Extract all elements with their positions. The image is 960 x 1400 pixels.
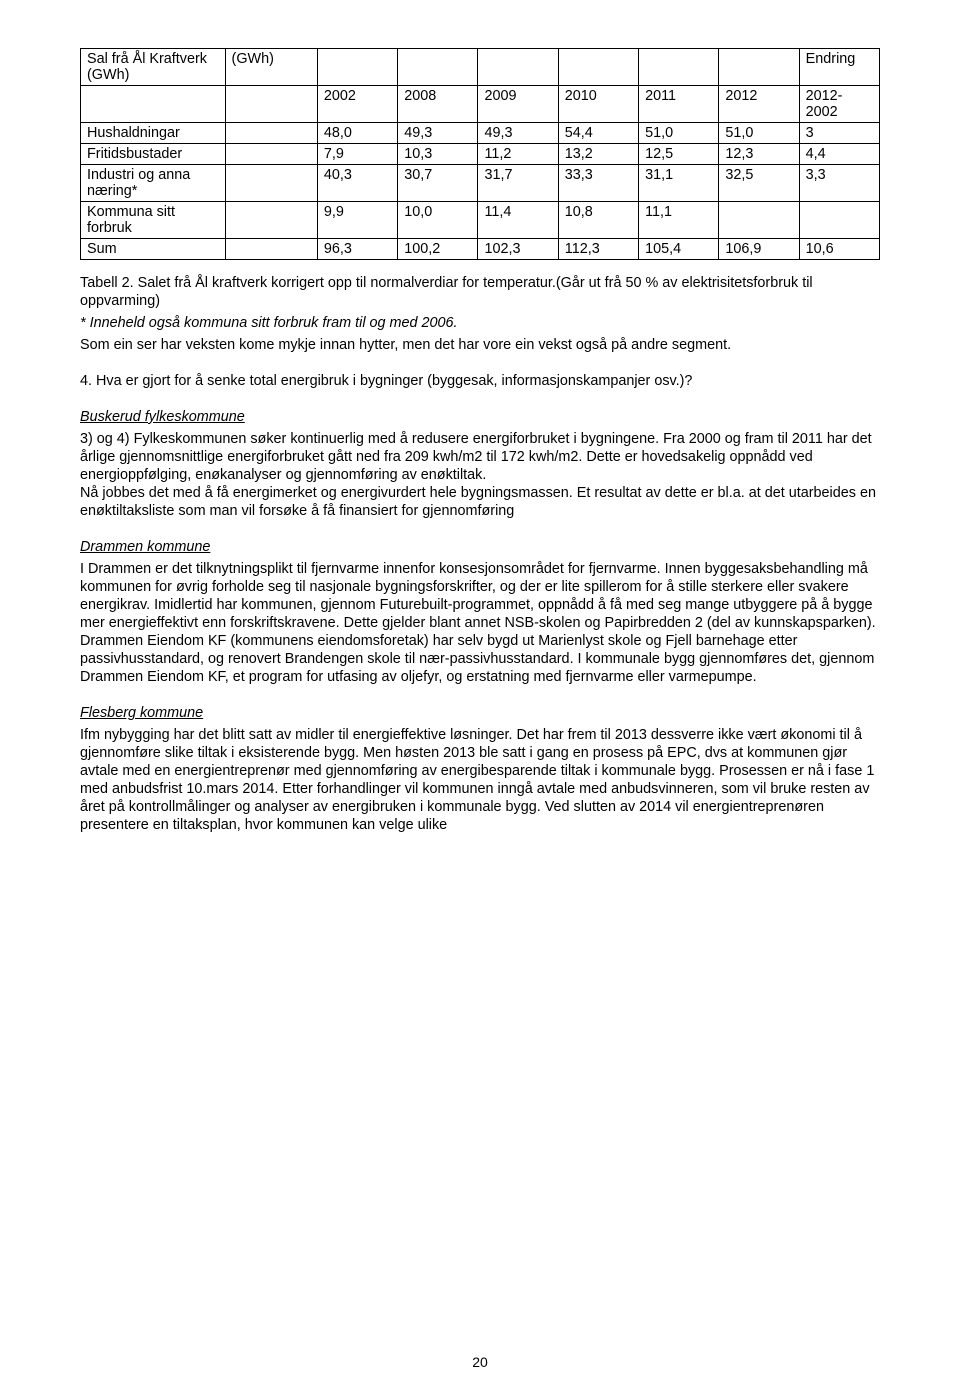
cell-label: Sum	[81, 239, 226, 260]
cell: 10,0	[398, 202, 478, 239]
question-num: 4.	[80, 373, 96, 389]
cell: 10,3	[398, 144, 478, 165]
cell	[317, 49, 397, 86]
cell	[225, 86, 317, 123]
cell	[225, 239, 317, 260]
cell: 105,4	[639, 239, 719, 260]
table-header-row: Sal frå Ål Kraftverk (GWh) (GWh) Endring	[81, 49, 880, 86]
cell: 2012-2002	[799, 86, 879, 123]
cell: 9,9	[317, 202, 397, 239]
question-body: Hva er gjort for å senke total energibru…	[96, 373, 692, 389]
table-row: Fritidsbustader 7,9 10,3 11,2 13,2 12,5 …	[81, 144, 880, 165]
cell	[225, 123, 317, 144]
cell-label: Sal frå Ål Kraftverk (GWh)	[81, 49, 226, 86]
cell: 54,4	[558, 123, 638, 144]
cell: 7,9	[317, 144, 397, 165]
cell: 112,3	[558, 239, 638, 260]
cell: 2008	[398, 86, 478, 123]
cell	[225, 202, 317, 239]
cell: 12,3	[719, 144, 799, 165]
cell-label: Hushaldningar	[81, 123, 226, 144]
page-number: 20	[0, 1354, 960, 1370]
cell: 11,4	[478, 202, 558, 239]
question-4: 4. Hva er gjort for å senke total energi…	[102, 372, 880, 390]
section-body-buskerud: 3) og 4) Fylkeskommunen søker kontinuerl…	[80, 430, 880, 520]
cell: 96,3	[317, 239, 397, 260]
cell: 100,2	[398, 239, 478, 260]
buskerud-text: 3) og 4) Fylkeskommunen søker kontinuerl…	[80, 431, 876, 519]
cell: 31,7	[478, 165, 558, 202]
question-4-text: 4. Hva er gjort for å senke total energi…	[102, 372, 880, 390]
cell: 10,6	[799, 239, 879, 260]
table-row: Sum 96,3 100,2 102,3 112,3 105,4 106,9 1…	[81, 239, 880, 260]
section-heading-drammen: Drammen kommune	[80, 538, 880, 556]
cell	[398, 49, 478, 86]
cell	[225, 165, 317, 202]
cell	[719, 202, 799, 239]
energy-table: Sal frå Ål Kraftverk (GWh) (GWh) Endring…	[80, 48, 880, 260]
table-year-row: 2002 2008 2009 2010 2011 2012 2012-2002	[81, 86, 880, 123]
document-page: Sal frå Ål Kraftverk (GWh) (GWh) Endring…	[0, 0, 960, 1400]
table-caption-extra: Som ein ser har veksten kome mykje innan…	[80, 336, 880, 354]
cell	[558, 49, 638, 86]
cell	[719, 49, 799, 86]
cell	[478, 49, 558, 86]
cell: 33,3	[558, 165, 638, 202]
cell: 2009	[478, 86, 558, 123]
cell: 11,1	[639, 202, 719, 239]
table-row: Hushaldningar 48,0 49,3 49,3 54,4 51,0 5…	[81, 123, 880, 144]
table-caption-note: * Inneheld også kommuna sitt forbruk fra…	[80, 314, 880, 332]
table-row: Industri og anna næring* 40,3 30,7 31,7 …	[81, 165, 880, 202]
cell: 11,2	[478, 144, 558, 165]
cell	[799, 202, 879, 239]
cell: 3,3	[799, 165, 879, 202]
cell	[81, 86, 226, 123]
cell: 32,5	[719, 165, 799, 202]
cell-label: Industri og anna næring*	[81, 165, 226, 202]
cell: 2012	[719, 86, 799, 123]
table-caption: Tabell 2. Salet frå Ål kraftverk korrige…	[80, 274, 880, 310]
cell: 2010	[558, 86, 638, 123]
section-heading-buskerud: Buskerud fylkeskommune	[80, 408, 880, 426]
cell: 4,4	[799, 144, 879, 165]
cell: 51,0	[639, 123, 719, 144]
cell: 2002	[317, 86, 397, 123]
cell-label: Kommuna sitt forbruk	[81, 202, 226, 239]
cell: 49,3	[398, 123, 478, 144]
section-body-drammen: I Drammen er det tilknytningsplikt til f…	[80, 560, 880, 686]
cell: 49,3	[478, 123, 558, 144]
table-row: Kommuna sitt forbruk 9,9 10,0 11,4 10,8 …	[81, 202, 880, 239]
cell: 3	[799, 123, 879, 144]
cell: 51,0	[719, 123, 799, 144]
cell-endring: Endring	[799, 49, 879, 86]
cell: 106,9	[719, 239, 799, 260]
cell: 48,0	[317, 123, 397, 144]
section-body-flesberg: Ifm nybygging har det blitt satt av midl…	[80, 726, 880, 834]
cell: 31,1	[639, 165, 719, 202]
cell-label: Fritidsbustader	[81, 144, 226, 165]
cell: 10,8	[558, 202, 638, 239]
cell: 13,2	[558, 144, 638, 165]
cell: 12,5	[639, 144, 719, 165]
cell: 40,3	[317, 165, 397, 202]
cell: 2011	[639, 86, 719, 123]
section-heading-flesberg: Flesberg kommune	[80, 704, 880, 722]
cell: 30,7	[398, 165, 478, 202]
cell	[225, 144, 317, 165]
cell	[639, 49, 719, 86]
cell: 102,3	[478, 239, 558, 260]
cell-unit: (GWh)	[225, 49, 317, 86]
